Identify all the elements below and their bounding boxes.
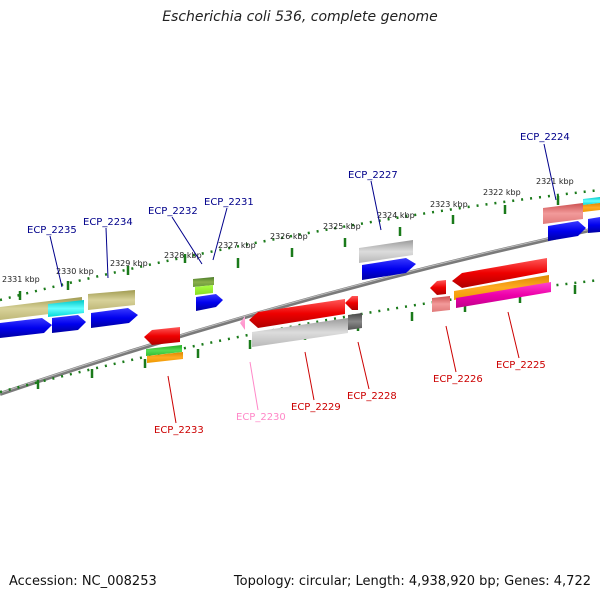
ruler-label: 2325 kbp [323, 222, 361, 231]
gene-label[interactable]: ECP_2230 [236, 412, 286, 423]
leader-line [212, 207, 228, 261]
gene-feature[interactable] [456, 282, 551, 308]
ruler-label: 2327 kbp [218, 241, 256, 250]
ruler-track-top [0, 188, 600, 302]
gene-feature[interactable] [548, 221, 586, 241]
gene-feature[interactable] [454, 275, 549, 300]
gene-feature[interactable] [432, 296, 450, 312]
genome-summary-text: Topology: circular; Length: 4,938,920 bp… [233, 574, 591, 589]
gene-label[interactable]: ECP_2232 [148, 206, 198, 217]
gene-feature[interactable] [359, 240, 413, 263]
gene-feature[interactable] [0, 318, 52, 338]
gene-feature[interactable] [348, 313, 362, 330]
gene-feature[interactable] [588, 217, 600, 233]
gene-feature[interactable] [430, 280, 446, 295]
gene-feature[interactable] [88, 290, 135, 310]
ruler-label: 2326 kbp [270, 232, 308, 241]
gene-feature[interactable] [147, 352, 183, 363]
gene-feature[interactable] [52, 315, 86, 333]
leader-line [507, 311, 520, 359]
ruler-label: 2323 kbp [430, 200, 468, 209]
genome-backbone-highlight [0, 226, 600, 394]
genome-backbone [0, 226, 600, 396]
leader-line [543, 143, 557, 201]
gene-label[interactable]: ECP_2231 [204, 197, 254, 208]
gene-feature[interactable] [146, 345, 182, 356]
leader-line [357, 341, 370, 390]
gene-feature[interactable] [252, 318, 348, 347]
leader-line [105, 227, 109, 279]
gene-feature[interactable] [249, 299, 345, 328]
gene-feature[interactable] [362, 258, 416, 280]
ruler-label: 2329 kbp [110, 259, 148, 268]
gene-label[interactable]: ECP_2229 [291, 402, 341, 413]
gene-label[interactable]: ECP_2225 [496, 360, 546, 371]
gene-feature[interactable] [452, 258, 547, 288]
gene-feature[interactable] [583, 203, 600, 212]
gene-label[interactable]: ECP_2234 [83, 217, 133, 228]
leader-line [445, 325, 457, 373]
gene-feature[interactable] [193, 277, 214, 287]
gene-label[interactable]: ECP_2224 [520, 132, 570, 143]
ruler-label: 2322 kbp [483, 188, 521, 197]
ruler-label: 2324 kbp [377, 211, 415, 220]
accession-text: Accession: NC_008253 [9, 574, 157, 589]
ruler-label: 2328 kbp [164, 251, 202, 260]
gene-label[interactable]: ECP_2226 [433, 374, 483, 385]
ruler-label: 2330 kbp [56, 267, 94, 276]
gene-feature[interactable] [195, 285, 213, 295]
gene-label[interactable]: ECP_2235 [27, 225, 77, 236]
gene-feature[interactable] [196, 294, 223, 311]
leader-line [304, 351, 315, 401]
gene-feature[interactable] [91, 308, 138, 328]
gene-feature[interactable] [240, 316, 245, 330]
gene-label[interactable]: ECP_2233 [154, 425, 204, 436]
ruler-label: 2321 kbp [536, 177, 574, 186]
gene-feature[interactable] [48, 300, 84, 317]
leader-line [167, 375, 177, 424]
map-title: Escherichia coli 536, complete genome [162, 9, 438, 25]
ruler-label: 2331 kbp [2, 275, 40, 284]
gene-feature[interactable] [543, 203, 583, 224]
gene-label[interactable]: ECP_2228 [347, 391, 397, 402]
leader-line [370, 180, 382, 231]
gene-feature[interactable] [583, 197, 600, 205]
gene-feature[interactable] [144, 327, 180, 345]
leader-line [171, 216, 203, 265]
leader-line [249, 361, 259, 411]
gene-feature[interactable] [345, 296, 358, 310]
leader-line [49, 235, 63, 288]
gene-label[interactable]: ECP_2227 [348, 170, 398, 181]
